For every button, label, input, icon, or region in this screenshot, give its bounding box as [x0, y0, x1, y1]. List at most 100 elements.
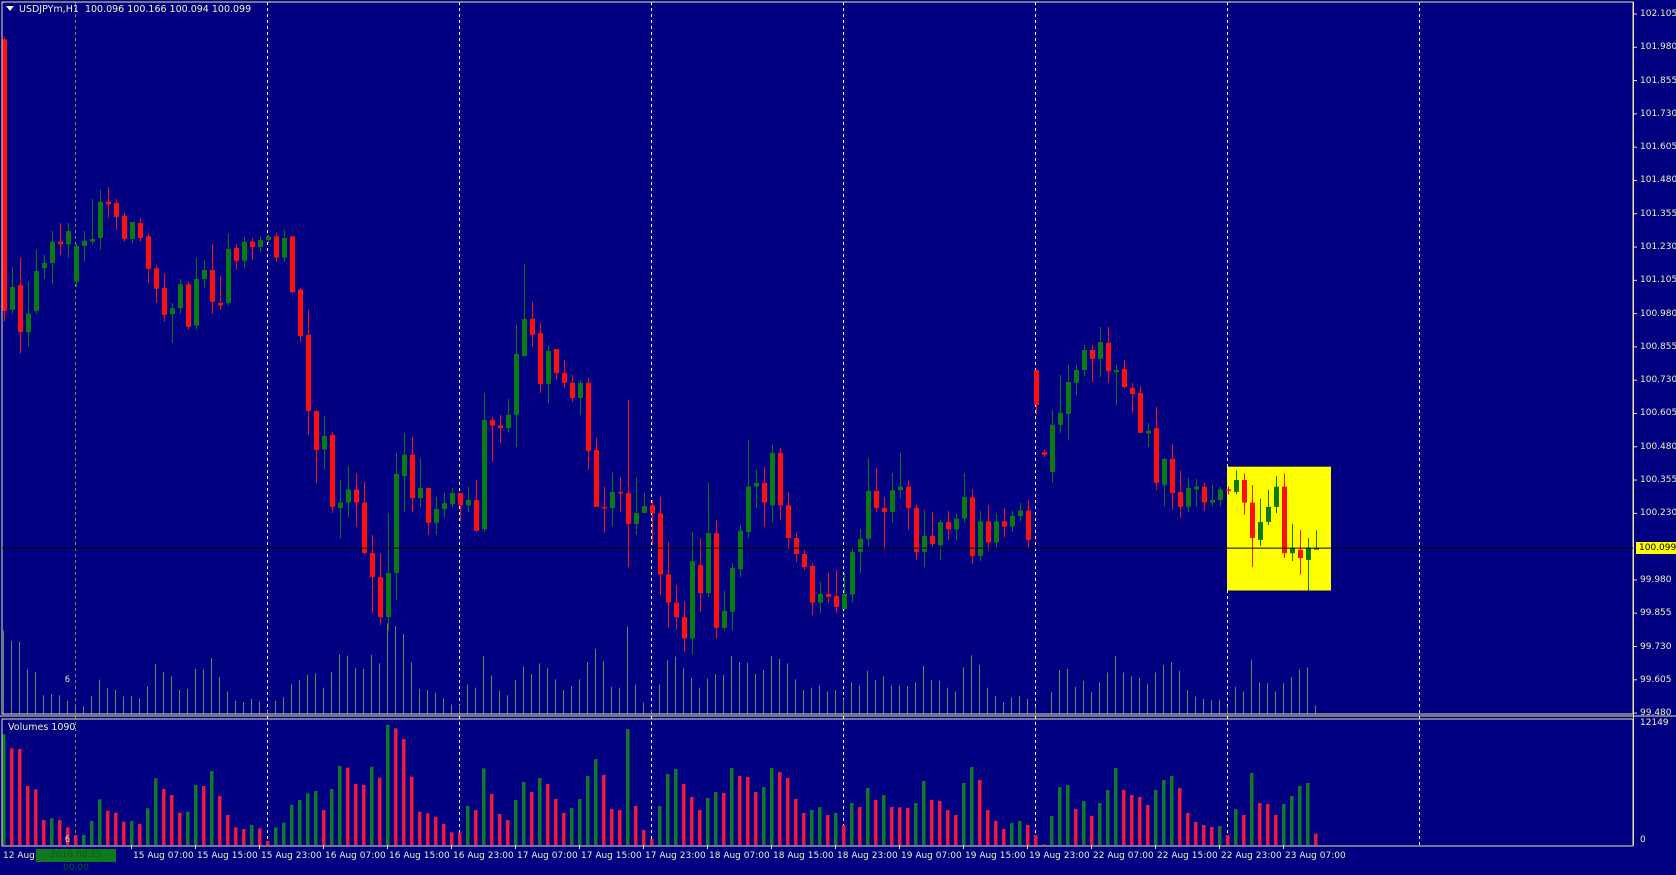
candle: [522, 264, 527, 357]
candle-body: [458, 493, 463, 506]
candle: [1034, 370, 1039, 415]
volume-bar: [674, 768, 678, 845]
candle-body: [1282, 486, 1287, 554]
volume-bar: [266, 840, 270, 845]
volume-bar: [698, 810, 702, 845]
price-tick-label: 102.105: [1640, 9, 1676, 19]
candle: [1282, 473, 1287, 559]
time-label-first: 12 Aug: [3, 851, 35, 861]
candle-body: [418, 487, 423, 499]
candle-body: [1186, 487, 1191, 507]
volume-bar: [522, 782, 526, 845]
candle: [730, 562, 735, 631]
candle-body: [490, 420, 495, 426]
volume-bar: [346, 767, 350, 845]
candle-body: [1010, 515, 1015, 527]
candle: [818, 581, 823, 613]
dropdown-triangle-icon[interactable]: [6, 6, 14, 11]
volume-min-label: 0: [1640, 835, 1646, 845]
candle: [226, 233, 231, 306]
volume-bar: [786, 778, 790, 845]
volume-bar: [562, 812, 566, 845]
candle: [954, 513, 959, 540]
candle-body: [258, 240, 263, 247]
candle: [330, 432, 335, 514]
candle: [282, 229, 287, 262]
volume-bar: [1306, 782, 1310, 845]
candle-body: [698, 564, 703, 594]
volume-bar: [410, 776, 414, 845]
candle-body: [282, 237, 287, 258]
candle-body: [1018, 510, 1023, 516]
time-tick-label: 19 Aug 15:00: [965, 851, 1026, 861]
candle-body: [898, 486, 903, 491]
candle: [826, 572, 831, 603]
candle: [266, 235, 271, 244]
candle: [714, 519, 719, 639]
candle-body: [74, 245, 79, 282]
candle-body: [634, 513, 639, 524]
candle-body: [146, 236, 151, 269]
candle: [386, 513, 391, 631]
volume-shift-marker-icon[interactable]: б: [65, 835, 70, 844]
chart-shift-marker-icon[interactable]: б: [65, 675, 70, 684]
candle: [570, 374, 575, 402]
volume-bar: [746, 776, 750, 845]
candle-body: [554, 348, 559, 373]
candle-body: [1250, 502, 1255, 539]
candle: [1074, 364, 1079, 396]
candle-body: [1050, 424, 1055, 473]
volume-bar: [906, 807, 910, 845]
volume-bar: [690, 796, 694, 845]
candle: [146, 233, 151, 283]
price-tick-label: 101.605: [1640, 142, 1676, 153]
candle-body: [202, 269, 207, 279]
volume-bar: [1026, 824, 1030, 845]
candle-body: [794, 538, 799, 555]
time-tick-label: 15 Aug 15:00: [197, 851, 258, 861]
candle: [394, 452, 399, 601]
time-tick-label: 22 Aug 23:00: [1221, 851, 1282, 861]
time-tick-label: 18 Aug 15:00: [773, 851, 834, 861]
candle: [610, 472, 615, 527]
volume-bar: [226, 815, 230, 845]
candle-body: [762, 482, 767, 503]
volume-bar: [442, 824, 446, 845]
volume-bar: [1242, 815, 1246, 845]
candle: [1242, 473, 1247, 515]
candle: [82, 231, 87, 262]
candle-body: [1290, 547, 1295, 554]
candle-body: [1226, 489, 1231, 491]
volume-bar: [202, 785, 206, 845]
candle-body: [154, 268, 159, 289]
volume-bar: [338, 765, 342, 845]
candle: [1154, 406, 1159, 490]
candle: [626, 400, 631, 568]
candle-body: [1154, 428, 1159, 483]
candle: [162, 273, 167, 322]
candle-body: [914, 507, 919, 552]
candle: [674, 585, 679, 630]
candle-body: [658, 513, 663, 575]
candle-body: [106, 201, 111, 205]
candle: [1090, 344, 1095, 383]
candle-body: [362, 502, 367, 553]
candle-body: [570, 382, 575, 398]
candle-body: [450, 493, 455, 505]
candle: [506, 398, 511, 433]
volume-bar: [362, 784, 366, 845]
candle-body: [818, 593, 823, 603]
volume-bar: [1122, 790, 1126, 845]
candle-body: [1218, 489, 1223, 500]
candle: [106, 187, 111, 218]
volume-bar: [506, 820, 510, 845]
candle-body: [1026, 510, 1031, 540]
candle: [178, 278, 183, 314]
candle-body: [266, 236, 271, 241]
volume-bar: [18, 749, 22, 845]
candle: [978, 510, 983, 562]
candle-body: [842, 593, 847, 610]
volume-bar: [10, 748, 14, 845]
main-pane-border: [1, 1, 1634, 715]
